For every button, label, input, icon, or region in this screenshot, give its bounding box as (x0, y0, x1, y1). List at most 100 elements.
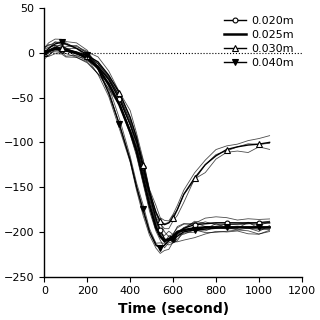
0.020m (60, 48, 63, 52)
0.030m (268, 140, 271, 144)
0.030m (135, 136, 139, 140)
0.020m (117, 98, 121, 101)
Line: 0.040m: 0.040m (42, 39, 272, 251)
0.020m (85, 55, 89, 59)
0.030m (60, 46, 63, 50)
0.030m (75, 50, 78, 54)
0.020m (158, 228, 162, 232)
0.020m (225, 221, 228, 225)
0.040m (117, 123, 121, 126)
0.030m (47, 48, 51, 52)
0.030m (175, 208, 179, 212)
0.025m (175, 230, 179, 234)
0.025m (85, 56, 89, 60)
0.020m (171, 237, 175, 241)
0.020m (167, 239, 171, 243)
0.025m (236, 225, 239, 229)
0.040m (246, 225, 250, 229)
0.025m (128, 130, 132, 133)
0.030m (128, 116, 132, 119)
0.025m (225, 225, 228, 229)
0.020m (128, 123, 132, 126)
0.025m (154, 225, 158, 229)
0.020m (154, 217, 158, 220)
0.020m (193, 223, 196, 227)
0.030m (203, 163, 207, 167)
0.030m (85, 54, 89, 58)
0.030m (167, 221, 171, 225)
0.040m (60, 40, 63, 44)
0.020m (135, 140, 139, 144)
0.025m (246, 225, 250, 229)
0.040m (43, 51, 46, 55)
0.025m (203, 225, 207, 229)
0.020m (75, 51, 78, 55)
Line: 0.030m: 0.030m (42, 45, 272, 228)
0.020m (43, 51, 46, 55)
0.030m (96, 60, 100, 64)
0.020m (236, 221, 239, 225)
0.030m (117, 91, 121, 95)
0.025m (214, 225, 218, 229)
0.040m (171, 237, 175, 241)
0.025m (268, 225, 271, 229)
0.040m (214, 226, 218, 230)
0.020m (107, 78, 111, 82)
0.030m (158, 219, 162, 223)
0.040m (53, 42, 57, 46)
0.025m (43, 51, 46, 55)
0.040m (107, 91, 111, 95)
0.040m (203, 227, 207, 231)
0.020m (96, 64, 100, 68)
0.040m (75, 46, 78, 50)
0.040m (135, 185, 139, 189)
0.030m (163, 223, 166, 227)
0.020m (47, 49, 51, 53)
0.030m (43, 51, 46, 55)
0.020m (53, 47, 57, 51)
0.030m (257, 142, 261, 146)
0.040m (64, 42, 68, 46)
0.025m (141, 176, 145, 180)
Legend: 0.020m, 0.025m, 0.030m, 0.040m: 0.020m, 0.025m, 0.030m, 0.040m (221, 14, 296, 70)
0.030m (141, 163, 145, 167)
0.025m (47, 49, 51, 53)
0.025m (148, 203, 151, 207)
0.020m (246, 221, 250, 225)
0.030m (193, 176, 196, 180)
0.020m (203, 222, 207, 226)
0.025m (182, 228, 186, 232)
0.020m (268, 221, 271, 225)
0.025m (53, 46, 57, 50)
0.030m (236, 145, 239, 149)
0.025m (163, 239, 166, 243)
0.030m (64, 47, 68, 51)
0.040m (175, 234, 179, 238)
0.040m (128, 158, 132, 162)
0.030m (154, 210, 158, 214)
0.025m (171, 234, 175, 238)
0.030m (148, 190, 151, 194)
0.040m (257, 225, 261, 229)
0.025m (107, 82, 111, 86)
X-axis label: Time (second): Time (second) (117, 302, 229, 316)
0.025m (167, 237, 171, 241)
0.025m (135, 149, 139, 153)
0.020m (64, 49, 68, 53)
0.040m (236, 225, 239, 229)
0.025m (64, 48, 68, 52)
0.030m (214, 154, 218, 158)
0.030m (171, 217, 175, 220)
0.040m (158, 246, 162, 250)
0.040m (163, 243, 166, 247)
0.020m (148, 192, 151, 196)
0.025m (96, 66, 100, 70)
0.030m (182, 192, 186, 196)
0.040m (167, 239, 171, 243)
0.030m (53, 46, 57, 50)
0.025m (158, 234, 162, 238)
0.025m (117, 103, 121, 107)
Line: 0.025m: 0.025m (44, 48, 269, 241)
0.030m (225, 148, 228, 151)
0.040m (154, 243, 158, 247)
